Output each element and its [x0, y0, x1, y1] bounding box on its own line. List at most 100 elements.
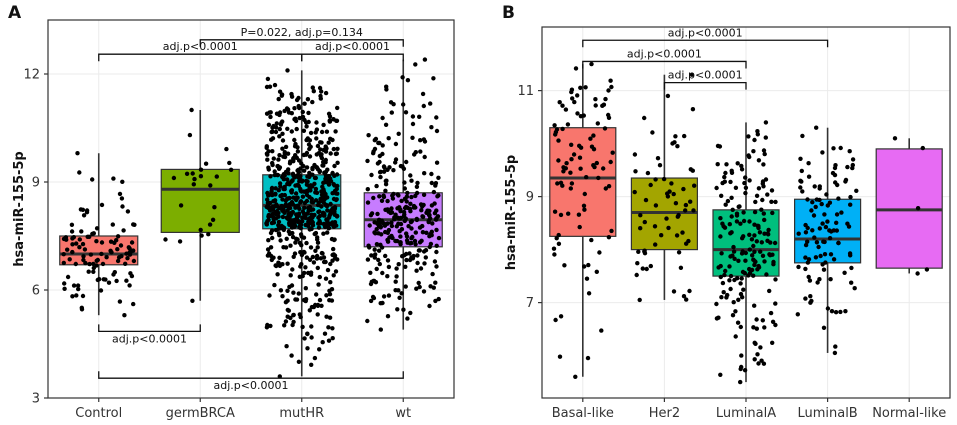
data-point: [403, 284, 408, 289]
data-point: [315, 312, 320, 317]
data-point: [100, 261, 106, 267]
data-point: [310, 99, 315, 105]
data-point: [77, 245, 82, 250]
data-point: [718, 372, 723, 377]
data-point: [374, 183, 379, 189]
data-point: [277, 233, 282, 238]
data-point: [806, 274, 811, 280]
data-point: [300, 215, 305, 220]
data-point: [370, 294, 376, 300]
data-point: [291, 159, 296, 164]
data-point: [756, 225, 761, 231]
data-point: [817, 226, 822, 231]
data-point: [323, 149, 329, 154]
data-point: [268, 323, 273, 329]
data-point: [117, 299, 123, 304]
data-point: [578, 114, 584, 119]
data-point: [434, 208, 439, 213]
data-point: [728, 273, 734, 279]
data-point: [824, 192, 829, 197]
data-point: [417, 114, 422, 120]
data-point: [691, 208, 696, 213]
data-point: [289, 353, 294, 358]
data-point: [266, 122, 272, 128]
data-point: [393, 279, 398, 284]
data-point: [850, 165, 855, 171]
data-point: [227, 160, 232, 166]
data-point: [829, 309, 835, 314]
data-point: [402, 180, 407, 185]
data-point: [743, 185, 749, 190]
data-point: [405, 316, 410, 321]
data-point: [758, 345, 763, 350]
y-tick-label: 6: [32, 284, 40, 299]
data-point: [315, 143, 321, 149]
data-point: [377, 170, 383, 175]
data-point: [409, 255, 414, 260]
data-point: [414, 190, 420, 196]
data-point: [743, 190, 748, 196]
data-point: [428, 101, 433, 106]
points-normal-like: [892, 136, 930, 276]
data-point: [314, 256, 320, 261]
data-point: [80, 207, 86, 212]
data-point: [333, 151, 339, 157]
data-point: [330, 191, 335, 196]
data-point: [84, 210, 90, 215]
data-point: [754, 326, 759, 331]
data-point: [292, 106, 297, 111]
data-point: [310, 85, 315, 90]
data-point: [307, 154, 313, 159]
data-point: [681, 294, 687, 299]
data-point: [305, 346, 310, 351]
data-point: [405, 78, 411, 83]
data-point: [577, 143, 582, 148]
data-point: [739, 163, 744, 169]
data-point: [296, 211, 302, 216]
data-point: [762, 259, 767, 264]
data-point: [756, 361, 761, 366]
data-point: [762, 217, 767, 223]
data-point: [65, 274, 71, 280]
data-point: [115, 258, 121, 264]
data-point: [311, 89, 316, 94]
data-point: [661, 176, 667, 182]
data-point: [820, 150, 825, 155]
data-point: [806, 161, 811, 166]
data-point: [293, 240, 298, 245]
data-point: [831, 146, 836, 151]
data-point: [380, 115, 385, 121]
data-point: [752, 233, 757, 238]
data-point: [276, 219, 282, 225]
data-point: [831, 257, 837, 262]
data-point: [278, 238, 283, 243]
data-point: [309, 304, 315, 310]
data-point: [131, 258, 137, 264]
data-point: [727, 278, 732, 283]
comparison-bracket: P=0.022, adj.p=0.134: [199, 26, 404, 47]
data-point: [752, 303, 757, 308]
data-point: [317, 213, 322, 219]
data-point: [822, 252, 828, 257]
data-point: [401, 307, 406, 312]
comparison-bracket: adj.p<0.0001: [98, 324, 201, 345]
data-point: [265, 157, 270, 162]
data-point: [271, 156, 276, 161]
data-point: [303, 298, 308, 304]
data-point: [87, 261, 92, 267]
data-point: [69, 229, 75, 234]
data-point: [552, 252, 557, 257]
data-point: [722, 174, 727, 180]
data-point: [383, 253, 388, 259]
box-germbrca: [160, 107, 240, 303]
data-point: [751, 243, 756, 249]
data-point: [266, 238, 271, 243]
data-point: [110, 222, 116, 227]
data-point: [334, 214, 340, 219]
data-point: [760, 253, 766, 258]
data-point: [683, 202, 689, 208]
data-point: [565, 122, 571, 127]
data-point: [99, 202, 105, 208]
data-point: [413, 62, 418, 67]
data-point: [309, 226, 314, 232]
